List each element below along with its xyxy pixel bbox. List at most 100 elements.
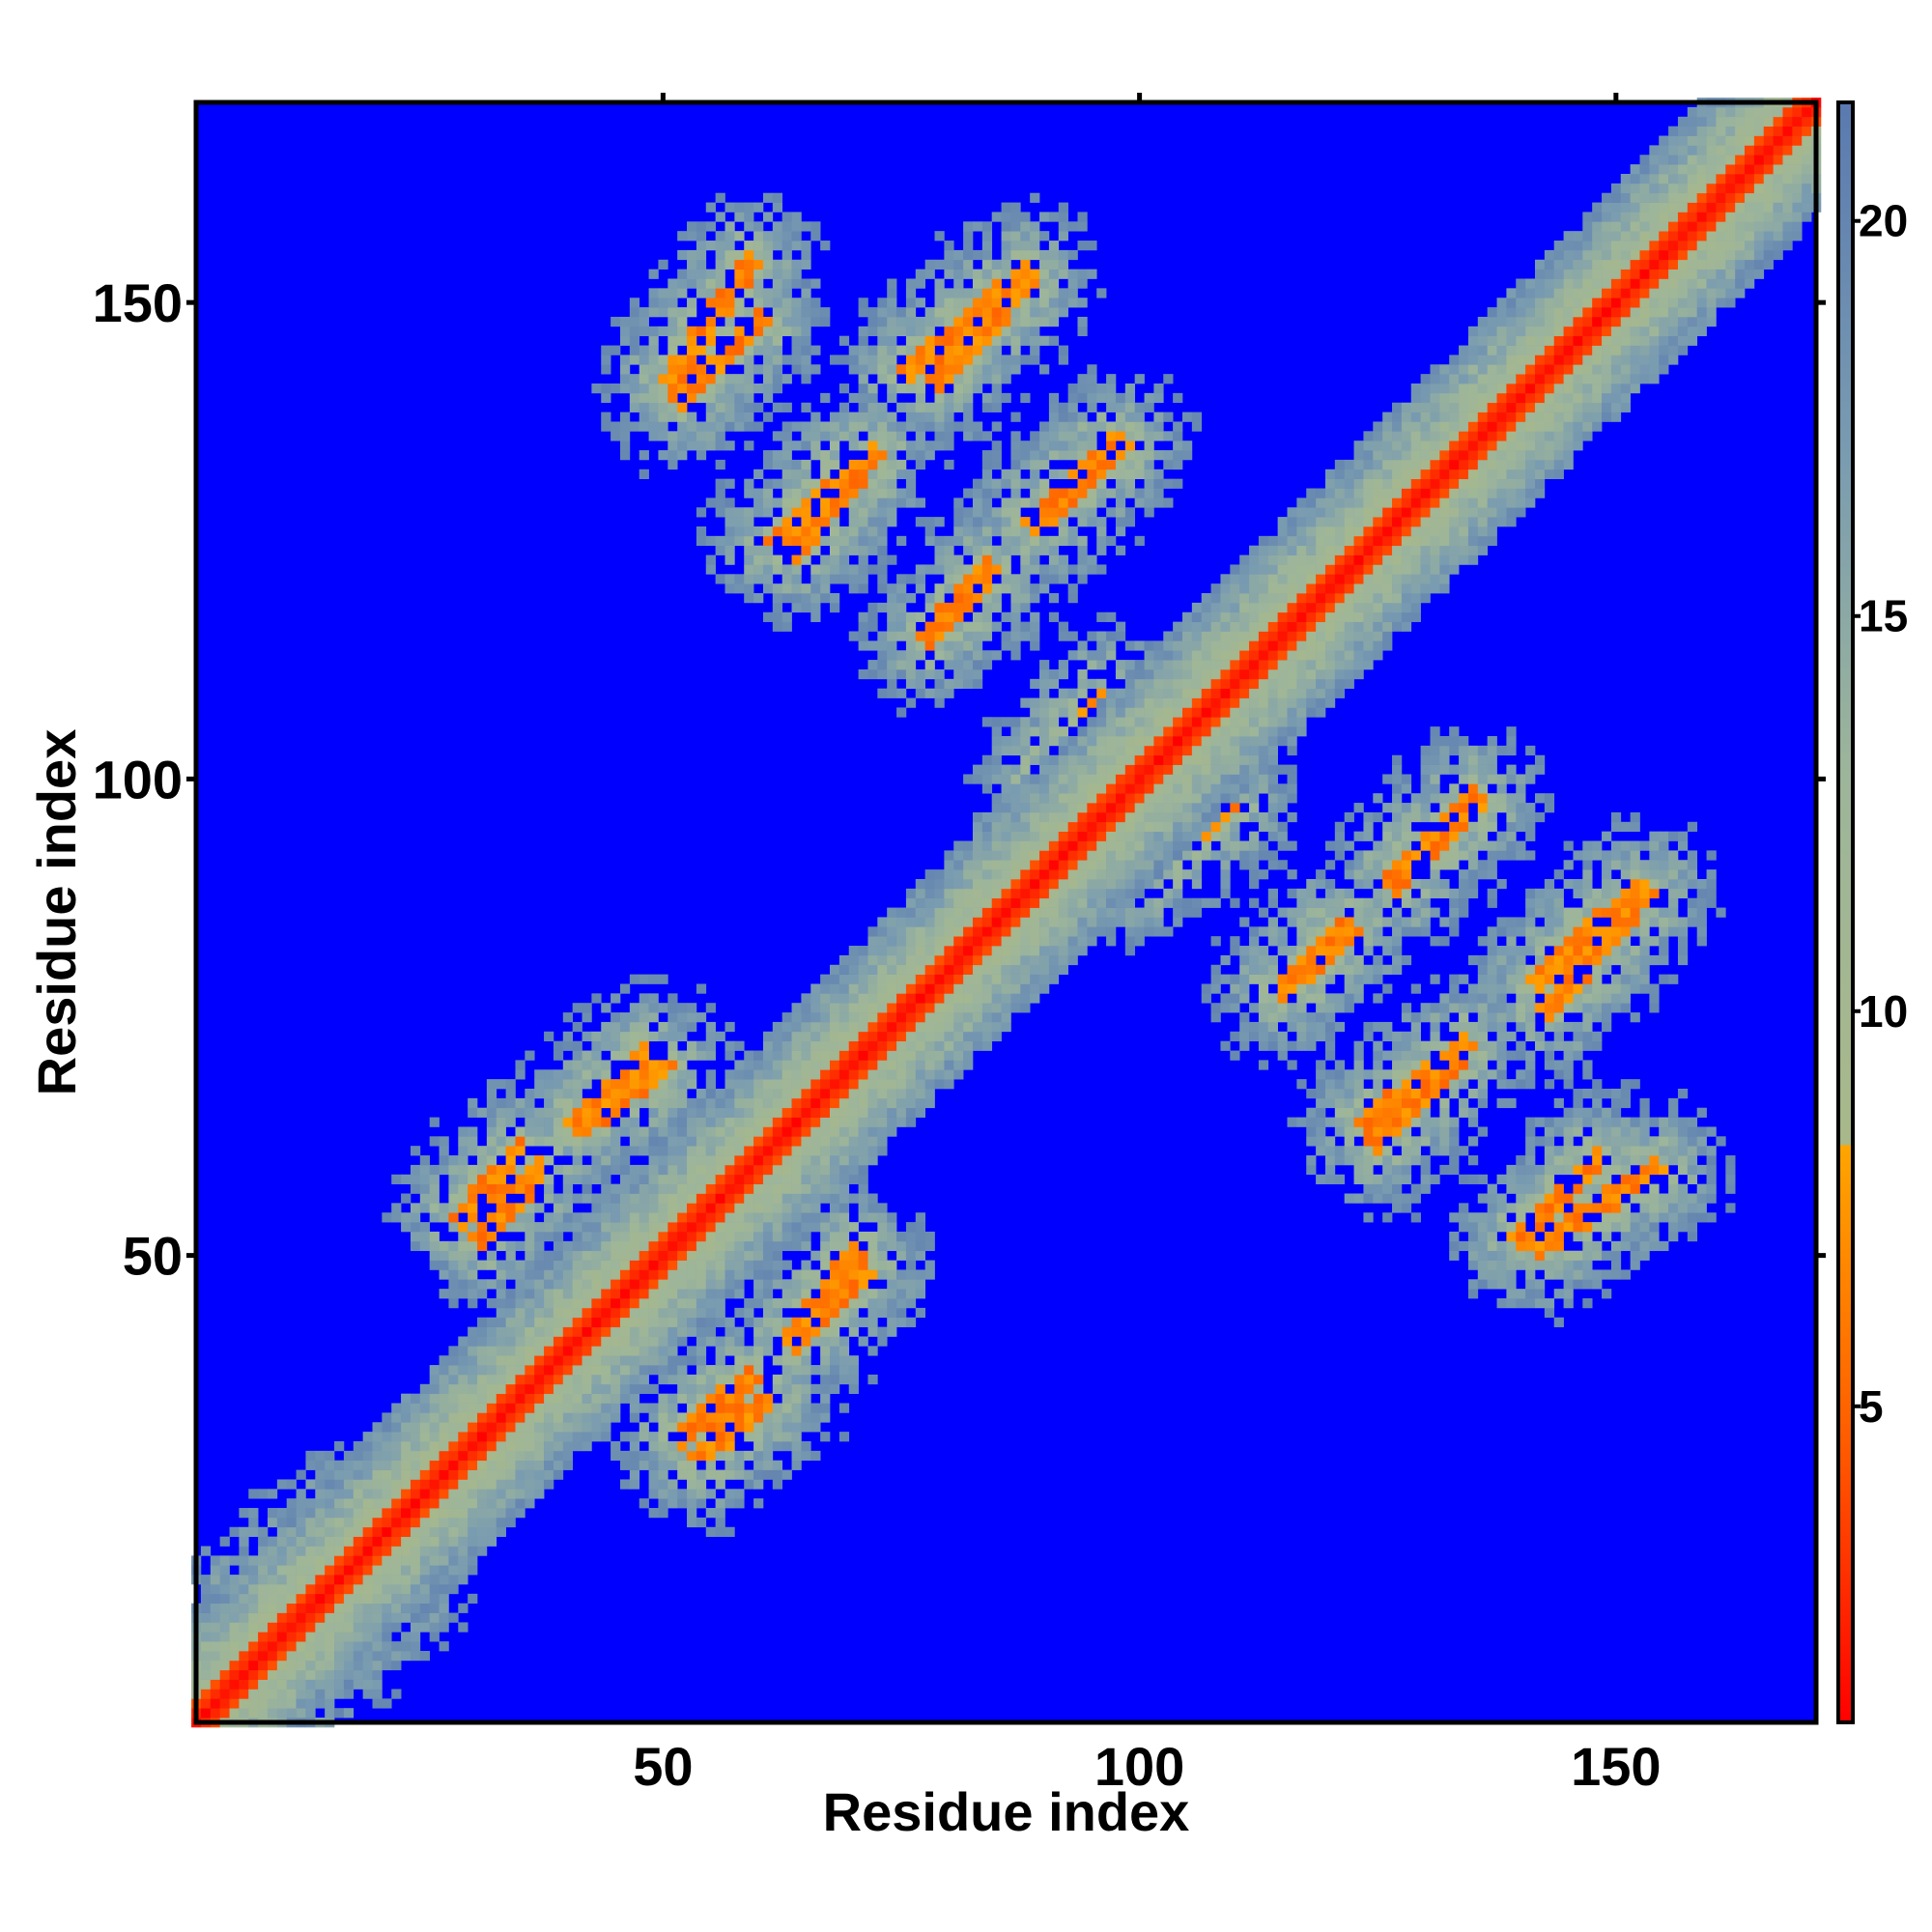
heatmap-cell — [772, 478, 783, 489]
heatmap-cell — [687, 1469, 697, 1480]
heatmap-cell — [353, 1460, 363, 1470]
heatmap-cell — [991, 840, 1002, 851]
heatmap-cell — [1020, 593, 1031, 604]
heatmap-cell — [781, 497, 792, 508]
heatmap-cell — [867, 1012, 878, 1023]
heatmap-cell — [887, 288, 897, 298]
heatmap-cell — [1096, 564, 1107, 575]
heatmap-cell — [1039, 907, 1050, 918]
heatmap-cell — [991, 602, 1002, 613]
heatmap-cell — [562, 1097, 573, 1109]
heatmap-cell — [505, 1155, 516, 1166]
heatmap-cell — [458, 1193, 469, 1204]
heatmap-cell — [801, 1193, 811, 1204]
heatmap-cell — [1010, 917, 1021, 927]
heatmap-cell — [611, 1412, 621, 1423]
heatmap-cell — [648, 1279, 659, 1290]
heatmap-cell — [867, 1136, 878, 1147]
heatmap-cell — [1001, 840, 1011, 851]
heatmap-cell — [458, 1250, 469, 1261]
heatmap-cell — [896, 583, 907, 594]
heatmap-cell — [619, 1269, 631, 1280]
heatmap-cell — [468, 1526, 478, 1537]
heatmap-cell — [887, 298, 897, 308]
heatmap-cell — [781, 440, 792, 451]
heatmap-cell — [830, 497, 840, 508]
heatmap-cell — [753, 488, 764, 498]
heatmap-cell — [305, 1565, 316, 1576]
heatmap-cell — [772, 1136, 783, 1147]
heatmap-cell — [924, 602, 935, 613]
heatmap-cell — [248, 1651, 259, 1662]
heatmap-cell — [429, 1450, 440, 1462]
heatmap-cell — [772, 593, 783, 604]
heatmap-cell — [934, 697, 945, 708]
heatmap-cell — [848, 1089, 859, 1099]
heatmap-cell — [648, 974, 659, 984]
heatmap-cell — [448, 1460, 459, 1470]
heatmap-cell — [1087, 497, 1097, 508]
heatmap-cell — [944, 259, 954, 270]
heatmap-cell — [601, 1126, 611, 1137]
heatmap-cell — [877, 402, 888, 412]
heatmap-cell — [887, 1279, 897, 1290]
heatmap-cell — [1048, 212, 1060, 222]
heatmap-cell — [305, 1517, 316, 1528]
heatmap-cell — [419, 1403, 431, 1413]
heatmap-cell — [781, 593, 792, 604]
heatmap-cell — [448, 1450, 459, 1462]
heatmap-cell — [239, 1575, 249, 1585]
heatmap-cell — [1048, 917, 1060, 927]
heatmap-cell — [887, 364, 897, 375]
heatmap-cell — [972, 821, 983, 832]
heatmap-cell — [905, 1240, 917, 1252]
heatmap-cell — [981, 583, 993, 594]
heatmap-cell — [677, 326, 688, 337]
heatmap-cell — [1048, 392, 1060, 404]
heatmap-cell — [382, 1460, 392, 1470]
heatmap-cell — [972, 917, 983, 927]
heatmap-cell — [753, 259, 764, 270]
heatmap-cell — [477, 1489, 488, 1499]
heatmap-cell — [505, 1222, 516, 1233]
heatmap-cell — [611, 1279, 621, 1290]
heatmap-cell — [887, 507, 897, 518]
heatmap-cell — [705, 1365, 716, 1376]
heatmap-cell — [762, 1146, 774, 1156]
heatmap-cell — [762, 1117, 774, 1127]
heatmap-cell — [572, 1155, 582, 1166]
heatmap-cell — [1067, 298, 1078, 308]
heatmap-cell — [219, 1536, 230, 1547]
heatmap-cell — [744, 1479, 754, 1490]
heatmap-cell — [858, 355, 868, 365]
heatmap-cell — [877, 488, 888, 498]
heatmap-cell — [705, 1040, 716, 1051]
heatmap-cell — [877, 478, 888, 489]
heatmap-cell — [534, 1432, 545, 1442]
heatmap-cell — [439, 1355, 449, 1366]
heatmap-cell — [534, 1126, 545, 1137]
heatmap-cell — [924, 307, 935, 318]
heatmap-cell — [419, 1565, 431, 1576]
heatmap-cell — [830, 1031, 840, 1042]
heatmap-cell — [1067, 221, 1078, 232]
heatmap-cell — [468, 1298, 478, 1309]
heatmap-cell — [734, 1289, 745, 1299]
heatmap-cell — [981, 888, 993, 899]
heatmap-cell — [934, 564, 945, 575]
heatmap-cell — [905, 1279, 917, 1290]
heatmap-cell — [858, 1212, 868, 1223]
heatmap-cell — [1124, 421, 1136, 432]
heatmap-cell — [448, 1498, 459, 1509]
heatmap-cell — [410, 1393, 421, 1404]
heatmap-cell — [429, 1117, 440, 1127]
heatmap-cell — [687, 1289, 697, 1299]
heatmap-cell — [401, 1432, 412, 1442]
heatmap-cell — [1058, 840, 1068, 851]
heatmap-cell — [648, 1240, 659, 1252]
heatmap-cell — [1048, 946, 1060, 956]
heatmap-cell — [486, 1089, 497, 1099]
heatmap-cell — [562, 1393, 573, 1404]
heatmap-cell — [753, 1469, 764, 1480]
heatmap-cell — [1010, 640, 1021, 651]
